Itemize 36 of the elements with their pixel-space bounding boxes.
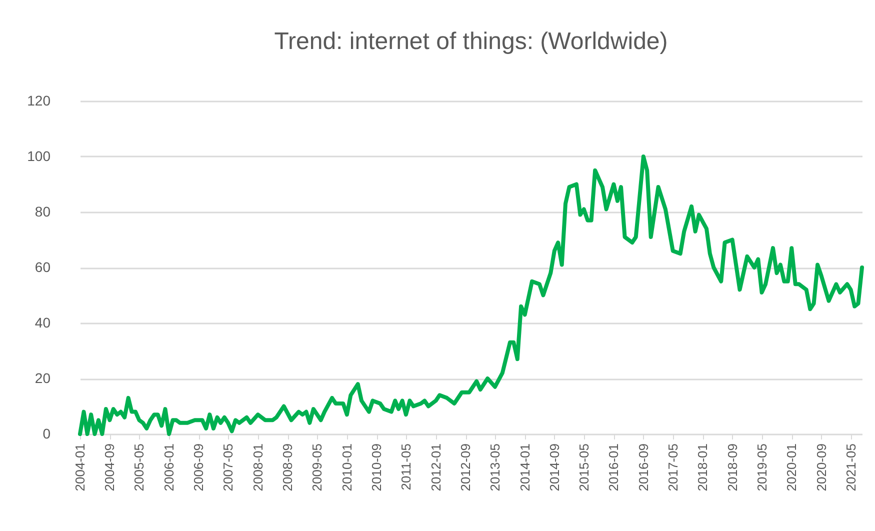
x-tick-label: 2014-01 [517,444,532,492]
x-tick-label: 2006-01 [162,444,177,492]
x-tick-label: 2014-09 [546,444,562,492]
x-tick-label: 2008-01 [250,444,266,492]
x-tick-label: 2019-05 [754,444,770,492]
x-tick-label: 2004-09 [102,444,118,492]
x-tick-label: 2006-09 [191,444,206,492]
chart-title: Trend: internet of things: (Worldwide) [274,28,668,55]
y-tick-label: 60 [34,259,51,275]
x-tick-label: 2015-05 [576,444,592,492]
x-tick-label: 2007-05 [220,444,236,492]
x-tick-label: 2009-05 [310,444,325,492]
x-tick-label: 2010-01 [339,444,354,492]
y-tick-label: 20 [34,370,51,386]
x-tick-label: 2008-09 [280,444,296,492]
x-tick-label: 2016-09 [636,444,651,492]
x-tick-label: 2011-05 [398,444,414,490]
x-tick-label: 2012-01 [428,444,444,492]
x-tick-label: 2021-05 [843,444,858,492]
y-tick-label: 80 [34,204,51,220]
y-tick-label: 120 [27,92,51,108]
x-tick-label: 2005-05 [132,444,147,492]
x-tick-label: 2012-09 [458,444,474,492]
x-tick-label: 2013-05 [487,444,502,492]
x-tick-label: 2004-01 [72,444,88,492]
y-tick-label: 100 [27,148,51,164]
x-tick-label: 2018-01 [695,444,710,492]
x-tick-label: 2020-01 [784,444,800,492]
y-tick-label: 40 [34,314,51,330]
y-tick-label: 0 [42,426,51,442]
x-tick-label: 2010-09 [369,444,384,492]
x-tick-label: 2017-05 [665,444,680,492]
x-tick-label: 2020-09 [814,444,829,492]
x-tick-label: 2018-09 [724,444,740,492]
line-series [78,154,864,436]
x-tick-label: 2016-01 [606,444,622,492]
